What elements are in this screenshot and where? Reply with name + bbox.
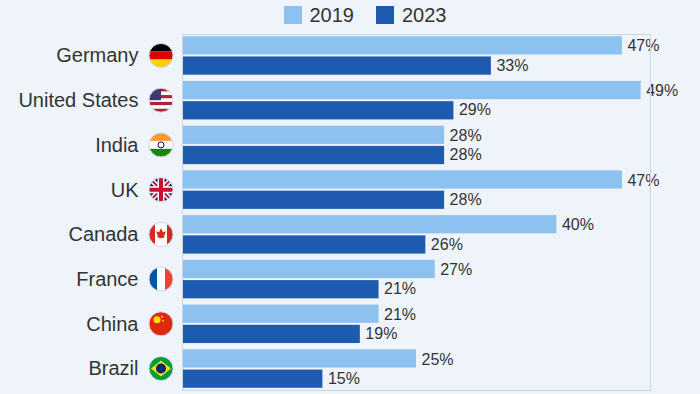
svg-text:21%: 21%: [384, 280, 416, 297]
svg-text:40%: 40%: [562, 216, 594, 233]
svg-text:27%: 27%: [440, 261, 472, 278]
svg-text:28%: 28%: [450, 146, 482, 163]
svg-text:28%: 28%: [450, 127, 482, 144]
svg-text:29%: 29%: [459, 101, 491, 118]
svg-text:21%: 21%: [384, 306, 416, 323]
svg-text:United States: United States: [18, 89, 138, 111]
svg-text:15%: 15%: [328, 370, 360, 387]
svg-text:Canada: Canada: [68, 223, 139, 245]
svg-text:France: France: [76, 268, 138, 290]
svg-text:19%: 19%: [365, 325, 397, 342]
svg-text:UK: UK: [111, 179, 139, 201]
svg-text:47%: 47%: [627, 37, 659, 54]
svg-text:India: India: [95, 134, 139, 156]
html-text:2019: 2019: [309, 3, 354, 26]
svg-text:Germany: Germany: [56, 44, 138, 66]
svg-text:47%: 47%: [627, 172, 659, 189]
svg-text:49%: 49%: [646, 82, 679, 100]
svg-text:China: China: [86, 313, 139, 335]
svg-text:26%: 26%: [431, 236, 463, 253]
svg-text:25%: 25%: [422, 351, 454, 368]
html-text:2023: 2023: [402, 3, 447, 26]
svg-text:Brazil: Brazil: [88, 357, 138, 379]
svg-text:28%: 28%: [450, 191, 482, 208]
svg-text:33%: 33%: [496, 57, 528, 74]
